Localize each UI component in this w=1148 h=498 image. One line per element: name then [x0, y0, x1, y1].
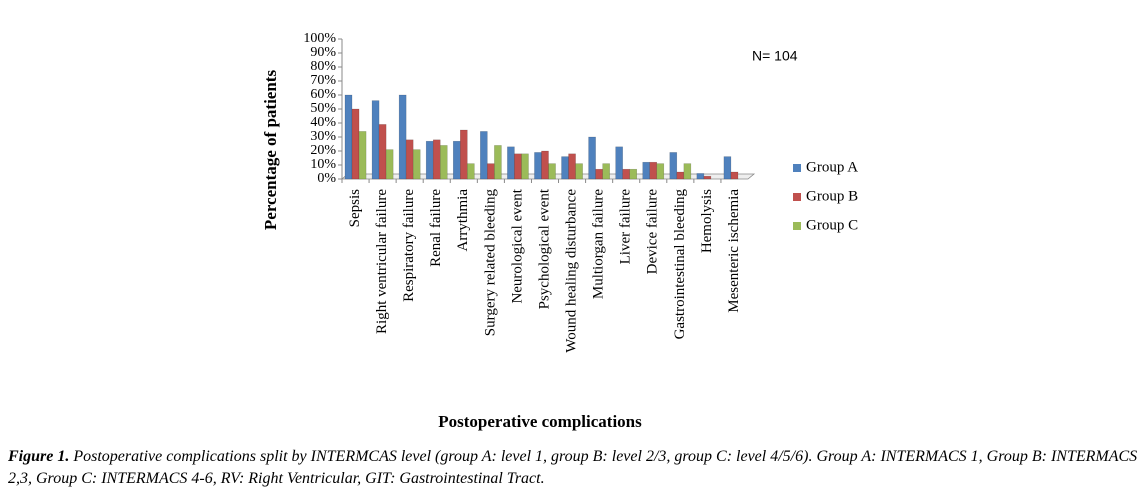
bar [676, 171, 685, 180]
bar [351, 108, 360, 180]
bar [622, 168, 630, 180]
x-tick-label: Hemolysis [699, 189, 715, 253]
y-axis-label: Percentage of patients [261, 70, 280, 231]
bar [561, 156, 569, 180]
bar [683, 163, 692, 180]
bar [629, 168, 638, 180]
x-tick-label: Renal failure [428, 189, 444, 267]
legend-swatch [793, 193, 801, 201]
bar [507, 146, 515, 180]
x-tick-label: Device failure [645, 189, 661, 275]
bar [541, 150, 549, 180]
bar [730, 171, 739, 180]
x-tick-label: Respiratory failure [401, 189, 417, 302]
legend-label: Group B [806, 188, 858, 204]
caption: Figure 1. Postoperative complications sp… [8, 446, 1143, 490]
legend-swatch [793, 222, 801, 230]
bar [602, 163, 610, 180]
y-tick-label: 50% [310, 101, 336, 116]
bar [412, 149, 421, 180]
bar [703, 175, 712, 180]
x-tick-label: Right ventricular failure [374, 189, 390, 334]
bar [615, 146, 623, 180]
y-tick-label: 30% [310, 129, 336, 144]
x-tick-label: Multiorgan failure [591, 189, 607, 299]
y-tick-label: 60% [310, 87, 336, 102]
x-tick-label: Mesenteric ischemia [726, 189, 742, 313]
bar [494, 145, 502, 180]
x-tick-label: Arrythmia [455, 189, 471, 252]
x-tick-label: Psychological event [536, 188, 552, 309]
y-tick-label: 40% [310, 115, 336, 130]
bar [480, 131, 488, 180]
bar [588, 136, 596, 180]
bar [669, 152, 678, 180]
bar [548, 163, 556, 180]
bar [534, 152, 542, 180]
bar [432, 139, 441, 180]
bar [405, 139, 414, 180]
chart: Percentage of patients Postoperative com… [261, 31, 858, 431]
bar [595, 168, 603, 180]
bar [514, 153, 522, 180]
y-tick-label: 20% [310, 143, 336, 158]
bar [467, 163, 475, 180]
bar [425, 140, 434, 180]
bar [649, 161, 658, 180]
bar [521, 153, 529, 180]
bar [487, 163, 495, 180]
annotation: N= 104 [752, 48, 798, 64]
bar [723, 156, 732, 180]
x-axis-label: Postoperative complications [438, 412, 642, 431]
bar [460, 129, 468, 180]
bar [378, 124, 387, 180]
x-tick-label: Gastrointestinal bleeding [672, 189, 688, 340]
legend-swatch [793, 164, 801, 172]
bar [398, 94, 407, 180]
bar [642, 161, 650, 180]
y-tick-label: 90% [310, 45, 336, 60]
x-tick-label: Liver failure [618, 189, 634, 265]
bar [575, 163, 583, 180]
y-tick-label: 0% [317, 171, 336, 186]
x-tick-label: Sepsis [347, 189, 363, 228]
caption-text: Postoperative complications split by INT… [8, 448, 1138, 487]
y-tick-label: 10% [310, 157, 336, 172]
y-tick-label: 80% [310, 59, 336, 74]
y-tick-label: 70% [310, 73, 336, 88]
y-tick-label: 100% [303, 31, 336, 46]
bar [568, 153, 576, 180]
legend-label: Group A [806, 159, 858, 175]
legend-label: Group C [806, 217, 858, 233]
bar [371, 100, 380, 180]
caption-label: Figure 1. [8, 448, 70, 465]
bar [440, 145, 448, 180]
bar [385, 149, 394, 180]
bar [344, 94, 353, 180]
x-tick-label: Surgery related bleeding [482, 189, 498, 337]
x-tick-label: Neurological event [509, 188, 525, 303]
x-tick-label: Wound healing disturbance [564, 189, 580, 353]
bar [358, 131, 367, 180]
bar [656, 163, 665, 180]
bar [696, 173, 705, 180]
bar [452, 140, 461, 180]
